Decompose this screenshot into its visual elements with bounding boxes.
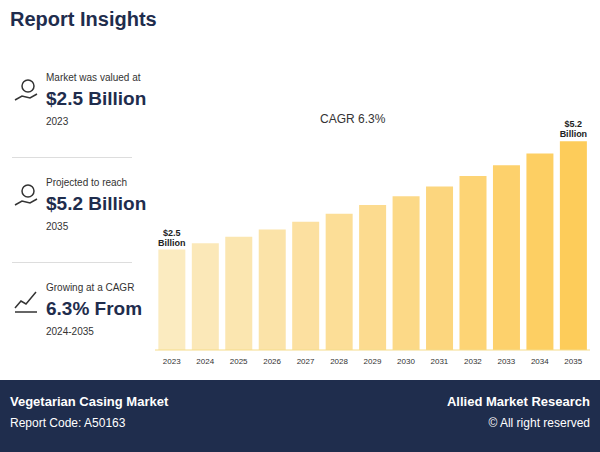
svg-text:2028: 2028 (330, 357, 348, 366)
html-text:Report Code: A50163: Report Code: A50163 (10, 416, 126, 430)
html-text:© All right reserved: © All right reserved (488, 416, 590, 430)
svg-text:$2.5Billion: $2.5Billion (158, 228, 186, 248)
svg-text:2033: 2033 (497, 357, 515, 366)
svg-text:2032: 2032 (464, 357, 482, 366)
svg-text:2027: 2027 (297, 357, 315, 366)
html-text:Allied Market Research: Allied Market Research (446, 394, 590, 409)
html-text:6.3% From: 6.3% From (46, 298, 143, 319)
html-text:$2.5 Billion: $2.5 Billion (46, 88, 147, 109)
html-text:2035: 2035 (46, 221, 69, 232)
svg-text:$5.2Billion: $5.2Billion (560, 119, 588, 139)
svg-text:2031: 2031 (431, 357, 449, 366)
html-text:Projected to reach: Projected to reach (46, 177, 128, 188)
html-text:2023: 2023 (46, 116, 69, 127)
svg-text:2034: 2034 (531, 357, 549, 366)
svg-text:2025: 2025 (230, 357, 248, 366)
html-text:Vegetarian Casing Market: Vegetarian Casing Market (10, 394, 169, 409)
html-text:CAGR 6.3%: CAGR 6.3% (320, 112, 386, 126)
html-text:Report Insights: Report Insights (10, 8, 157, 30)
html-text:Growing at a CAGR: Growing at a CAGR (46, 282, 135, 293)
svg-text:2026: 2026 (263, 357, 281, 366)
svg-text:2030: 2030 (397, 357, 415, 366)
svg-text:2035: 2035 (564, 357, 582, 366)
html-text:2024-2035: 2024-2035 (46, 326, 94, 337)
svg-text:2023: 2023 (163, 357, 181, 366)
svg-text:2024: 2024 (196, 357, 214, 366)
svg-text:2029: 2029 (364, 357, 382, 366)
html-text:Market was valued at: Market was valued at (46, 72, 141, 83)
html-text:$5.2 Billion: $5.2 Billion (46, 193, 147, 214)
